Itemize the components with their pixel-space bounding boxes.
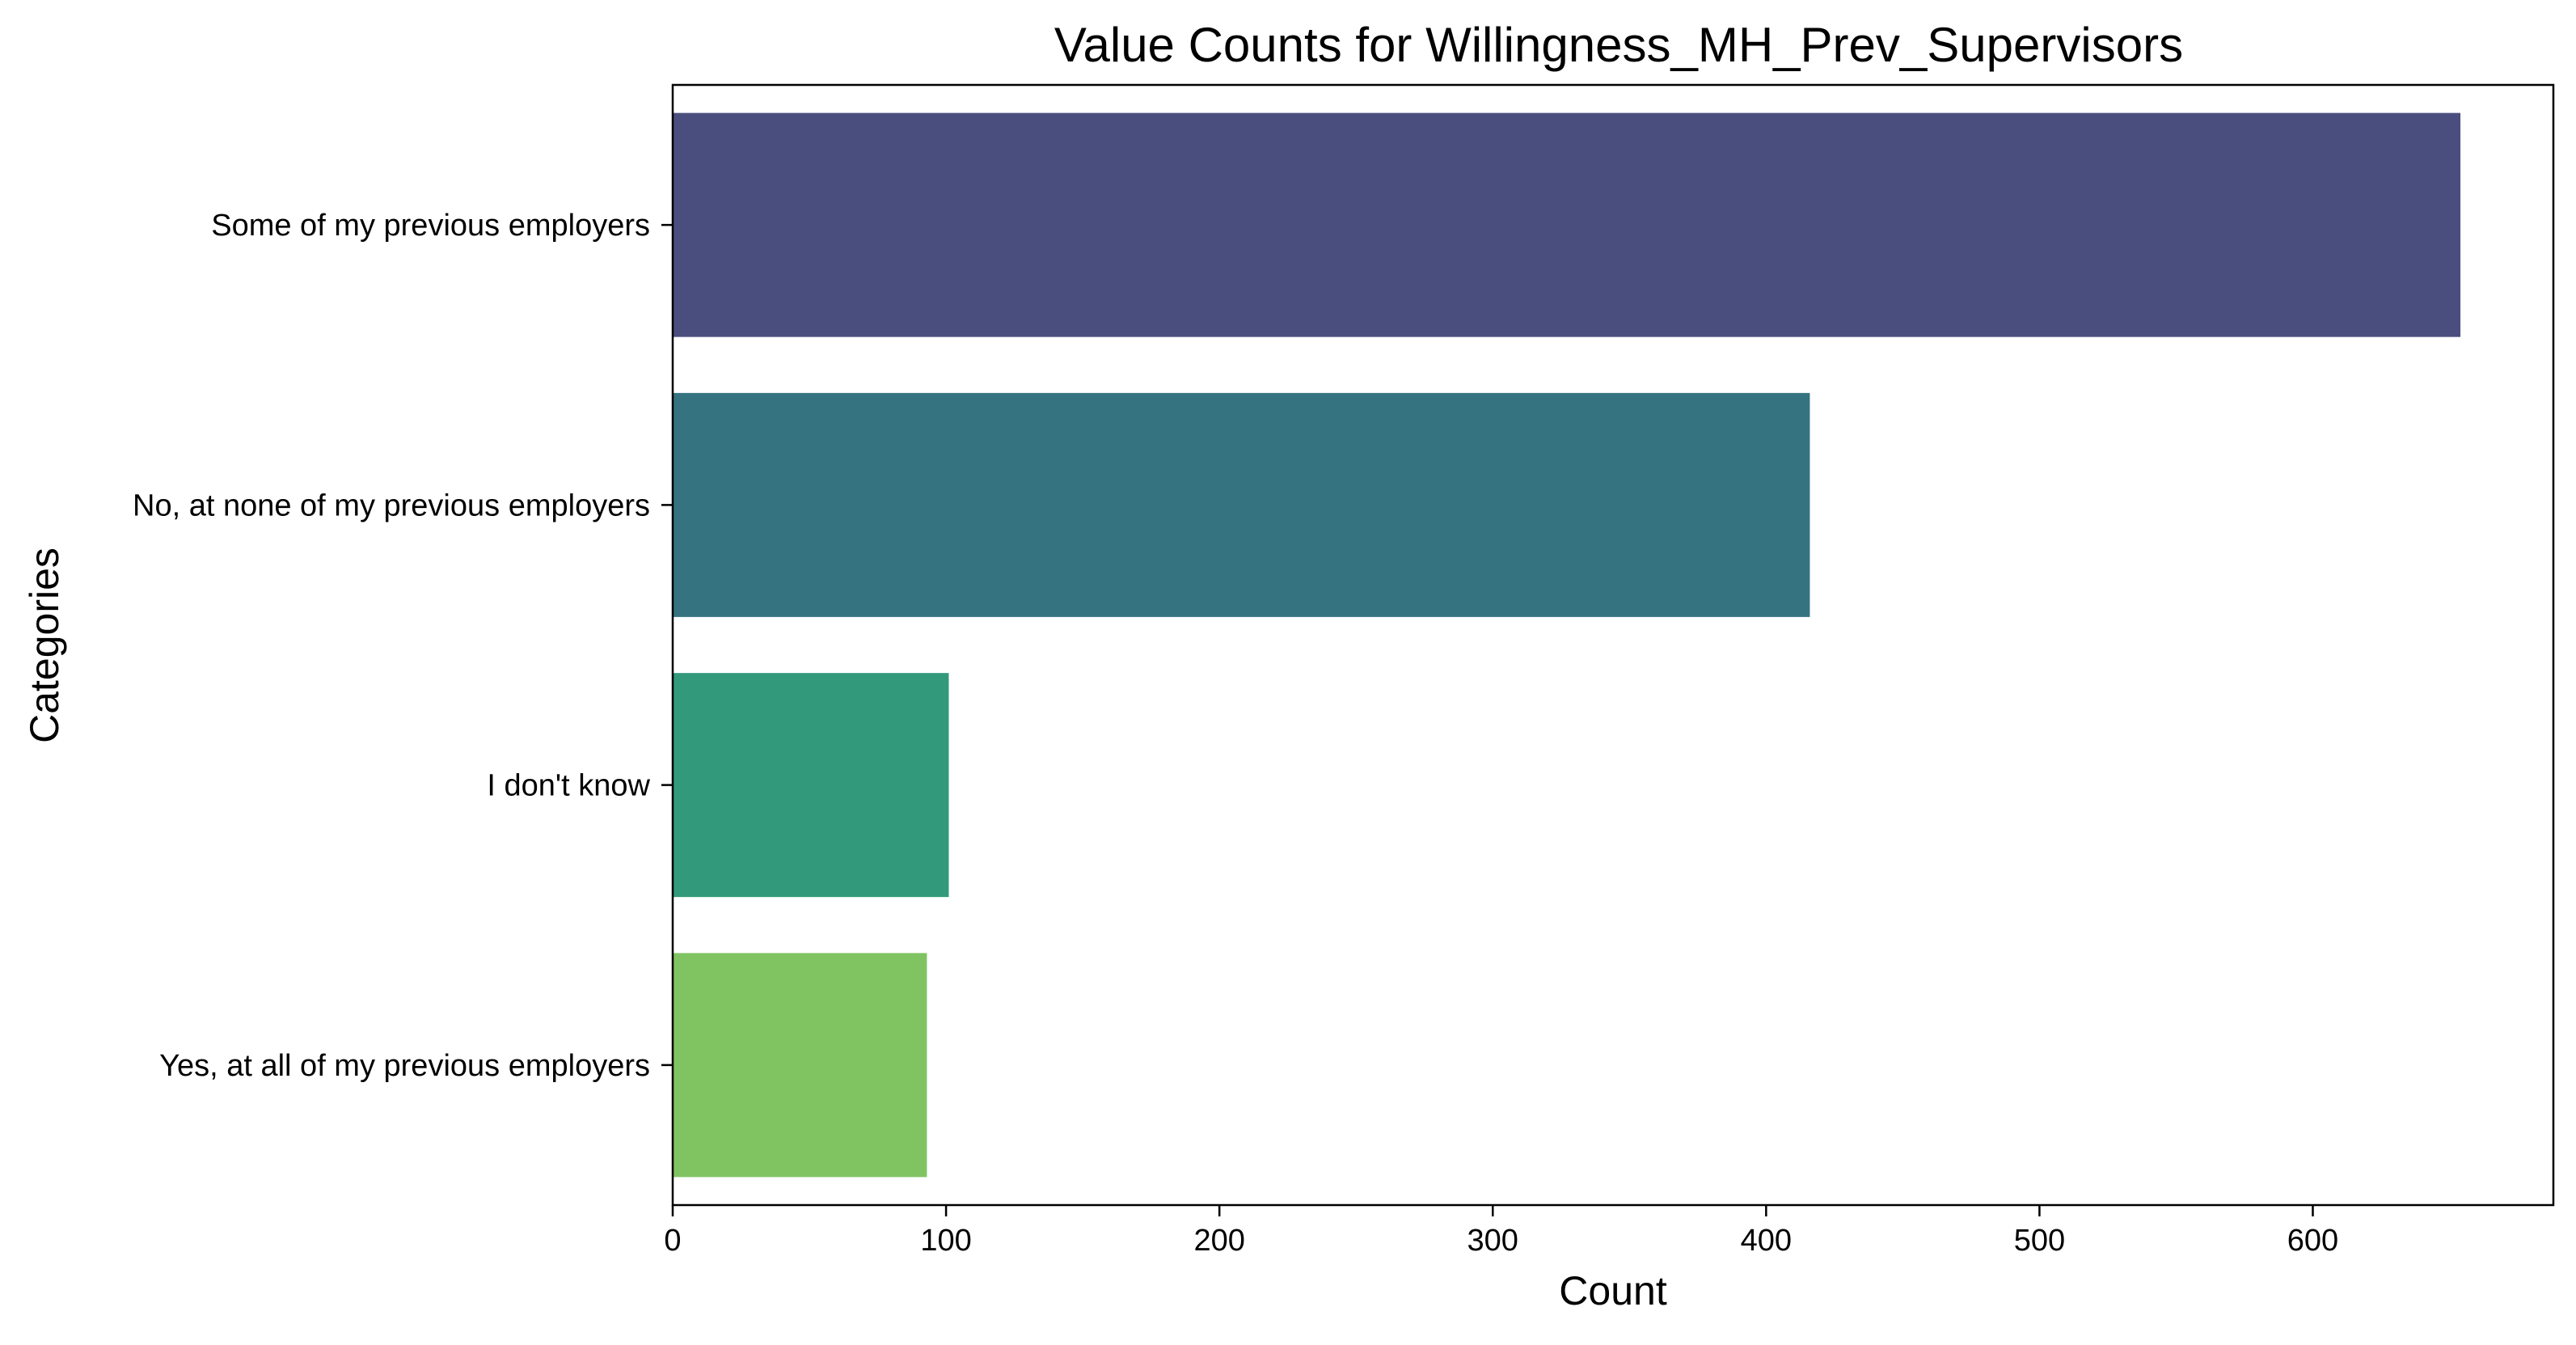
x-tick-label: 600	[2287, 1224, 2338, 1258]
bar	[673, 392, 1810, 617]
x-tick-label: 100	[920, 1224, 971, 1258]
x-tick-label: 200	[1193, 1224, 1244, 1258]
bar	[673, 953, 927, 1178]
chart-title: Value Counts for Willingness_MH_Prev_Sup…	[1054, 18, 2183, 72]
x-tick-label: 400	[1741, 1224, 1792, 1258]
y-axis-ticks: Some of my previous employers No, at none…	[133, 209, 673, 1083]
axes-layer	[671, 83, 2555, 1207]
y-tick-label: I don't know	[487, 769, 650, 803]
bars-layer	[673, 112, 2461, 1178]
x-axis-ticks: 0 100 200 300 400 500 600	[664, 1205, 2338, 1258]
plot-frame	[671, 83, 2555, 1207]
bar	[673, 112, 2461, 337]
x-tick-label: 500	[2014, 1224, 2065, 1258]
x-axis-label: Count	[1559, 1268, 1667, 1313]
x-tick-label: 300	[1467, 1224, 1518, 1258]
bar	[673, 673, 949, 898]
x-tick-label: 0	[664, 1224, 681, 1258]
y-tick-label: Some of my previous employers	[211, 209, 650, 243]
y-tick-label: Yes, at all of my previous employers	[159, 1049, 650, 1083]
y-tick-label: No, at none of my previous employers	[133, 489, 650, 522]
y-axis-label: Categories	[22, 548, 67, 743]
